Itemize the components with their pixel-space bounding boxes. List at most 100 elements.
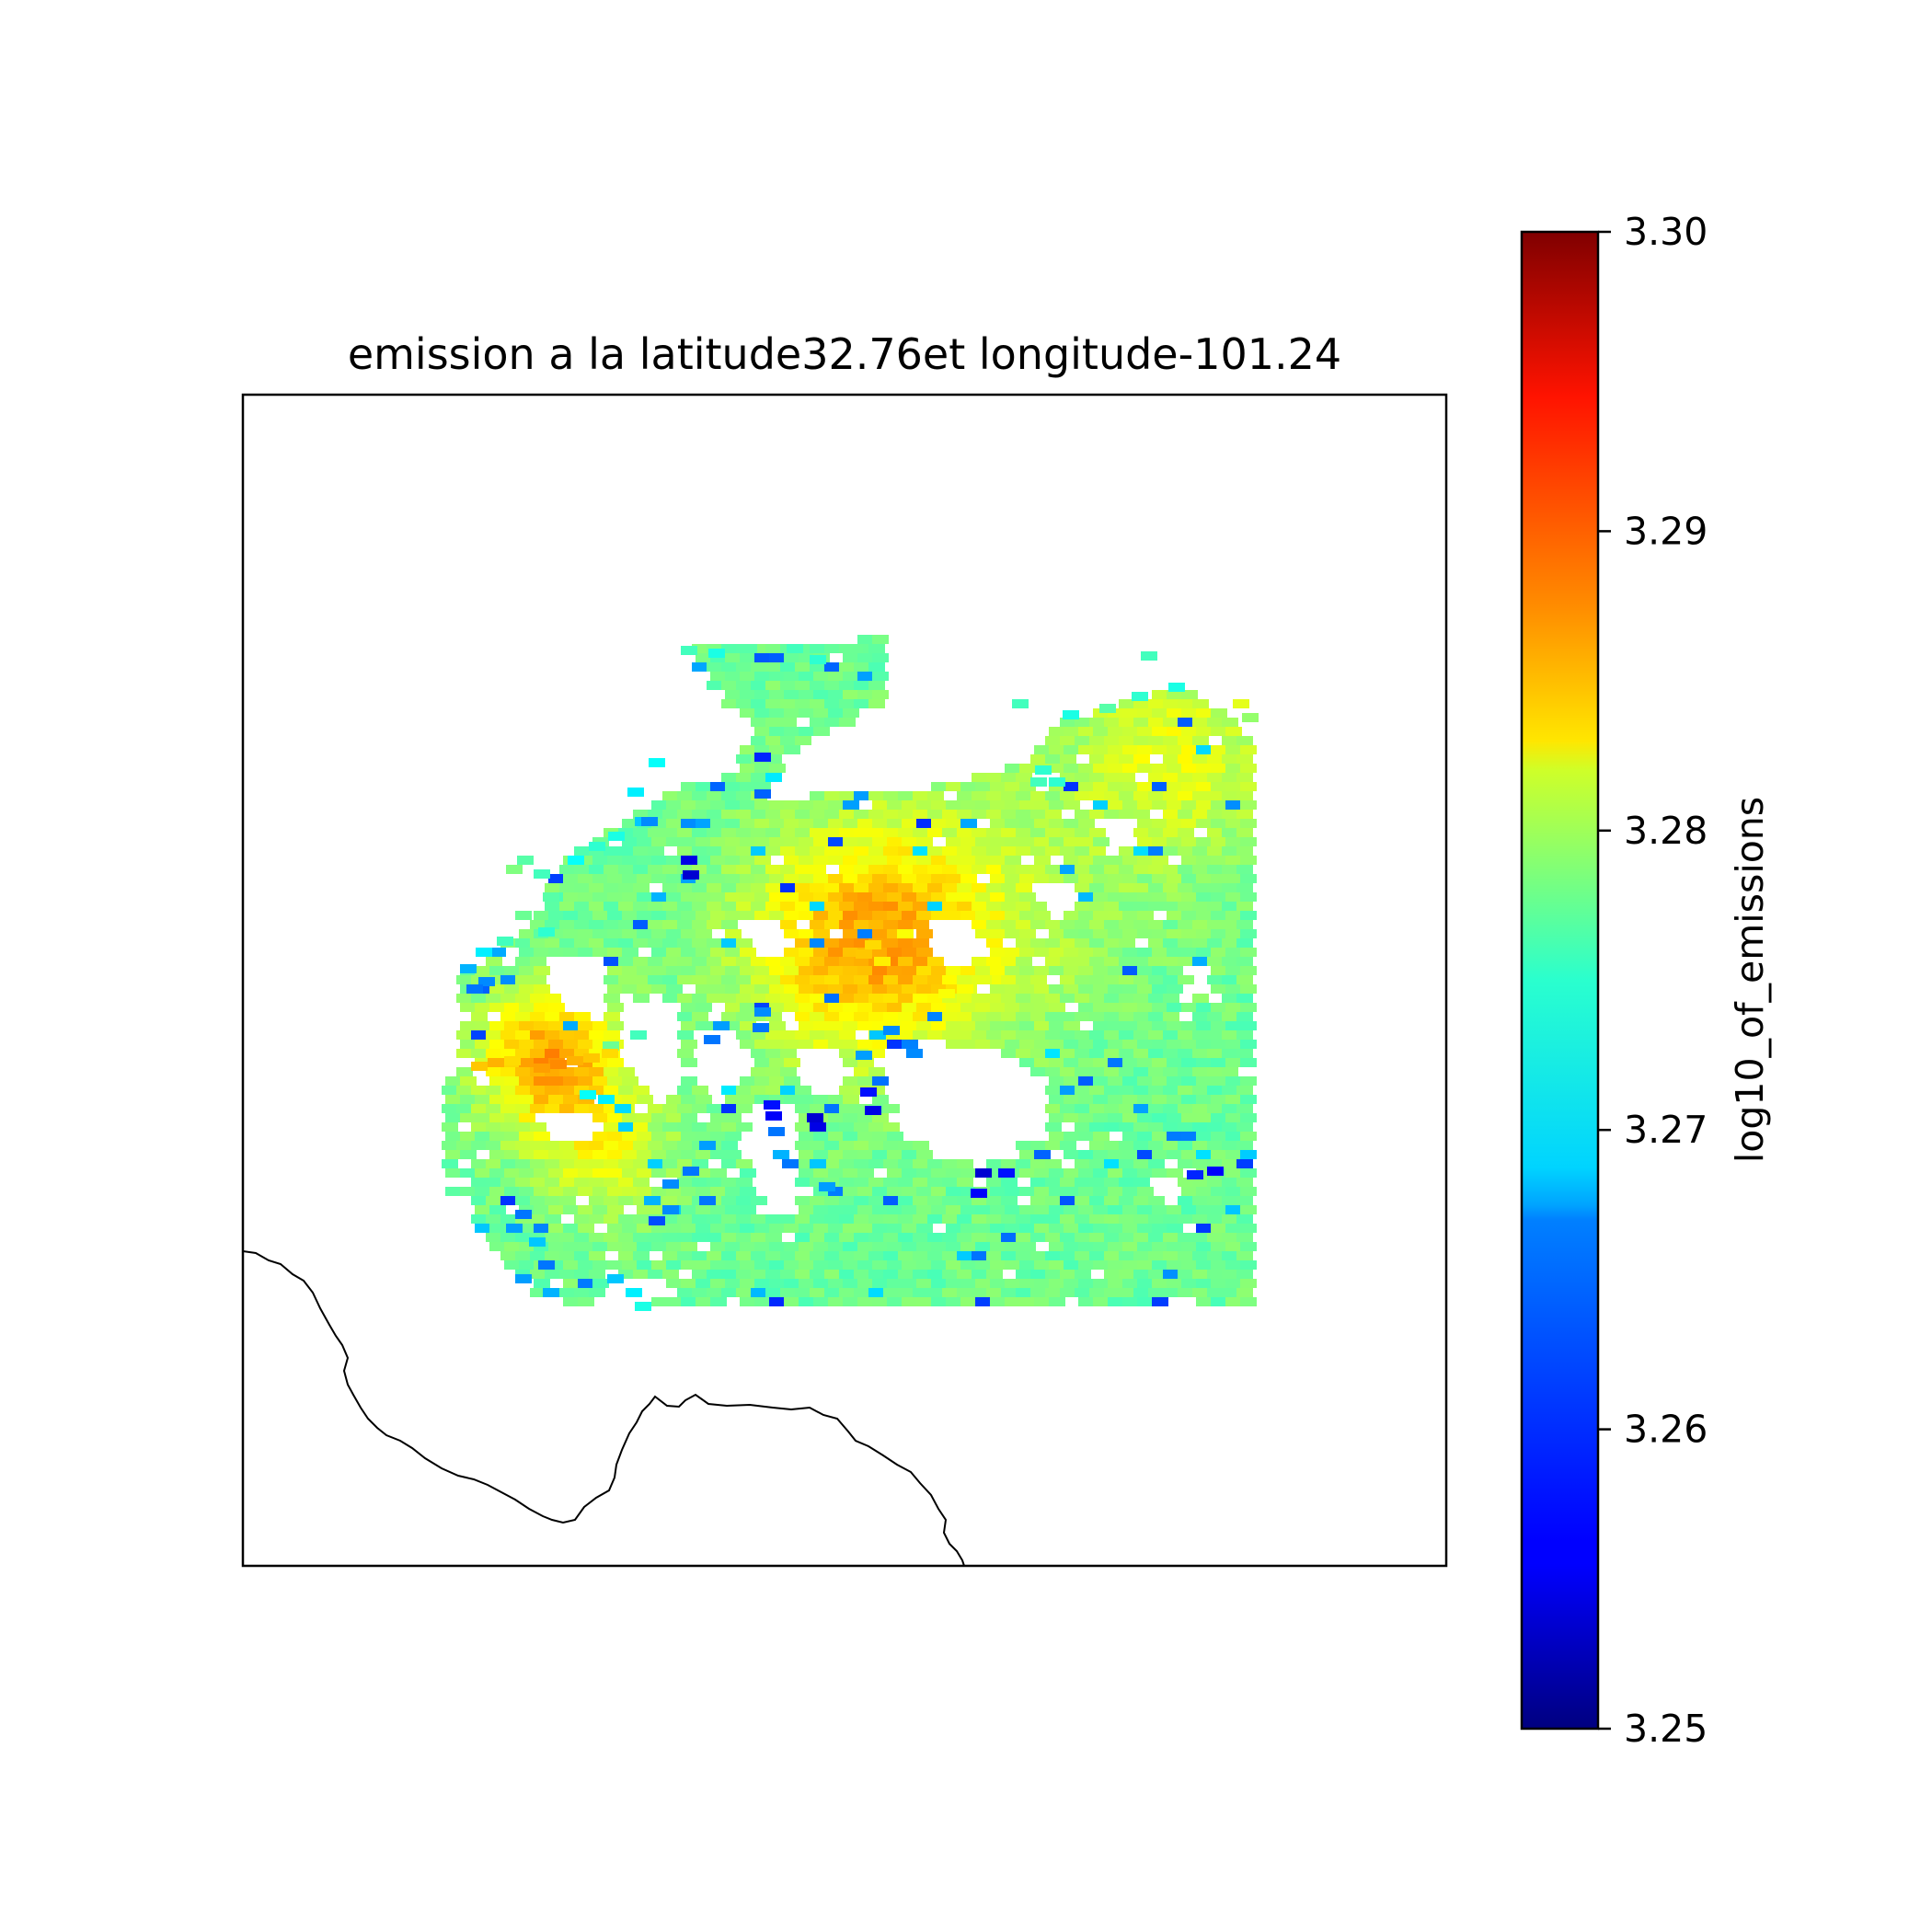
- emission-cell: [1225, 1095, 1242, 1104]
- emission-cell: [898, 975, 914, 984]
- emission-cell: [1119, 1049, 1135, 1058]
- emission-cell: [713, 1021, 730, 1030]
- emission-cell: [1122, 745, 1139, 754]
- emission-cell: [471, 1062, 488, 1071]
- emission-cell: [868, 1196, 885, 1205]
- emission-cell: [1049, 1187, 1065, 1196]
- emission-cell: [799, 1297, 815, 1306]
- emission-cell: [515, 1210, 532, 1219]
- emission-cell: [898, 1233, 914, 1242]
- emission-cell: [707, 920, 723, 929]
- emission-cell: [1137, 745, 1154, 754]
- emission-cell: [990, 800, 1006, 810]
- emission-cell: [1222, 1122, 1238, 1132]
- emission-cell: [754, 782, 771, 791]
- emission-cell: [677, 1196, 694, 1205]
- emission-cell: [1211, 727, 1227, 736]
- emission-cell: [651, 1242, 668, 1251]
- emission-cell: [868, 1141, 885, 1150]
- emission-cell: [1075, 828, 1091, 837]
- emission-cell: [843, 874, 859, 883]
- emission-cell: [1163, 773, 1179, 782]
- emission-cell: [857, 1058, 874, 1067]
- emission-cell: [721, 1270, 738, 1279]
- emission-cell: [769, 653, 786, 662]
- emission-cell: [1152, 764, 1168, 773]
- emission-cell: [486, 1178, 502, 1187]
- emission-cell: [1236, 1086, 1253, 1095]
- emission-cell: [795, 1288, 811, 1297]
- emission-cell: [1137, 911, 1154, 920]
- emission-cell: [902, 1187, 918, 1196]
- emission-cell: [460, 1003, 477, 1012]
- emission-cell: [574, 1049, 591, 1058]
- emission-cell: [927, 865, 944, 874]
- emission-cell: [489, 1003, 506, 1012]
- emission-cell: [1236, 883, 1253, 892]
- emission-cell: [839, 1159, 856, 1168]
- emission-cell: [607, 1058, 624, 1067]
- emission-cell: [1167, 911, 1183, 920]
- emission-cell: [916, 1150, 933, 1159]
- emission-cell: [1078, 1260, 1095, 1270]
- emission-cell: [500, 975, 517, 984]
- emission-cell: [1001, 1178, 1018, 1187]
- emission-cell: [1225, 892, 1242, 902]
- emission-cell: [1093, 1132, 1110, 1141]
- emission-cell: [839, 1233, 856, 1242]
- emission-cell: [828, 984, 845, 994]
- emission-cell: [887, 1168, 903, 1178]
- emission-cell: [563, 1150, 580, 1159]
- emission-cell: [1104, 883, 1121, 892]
- emission-cell: [769, 708, 786, 718]
- emission-cell: [857, 1040, 874, 1049]
- emission-cell: [990, 1205, 1006, 1214]
- emission-cell: [1122, 708, 1139, 718]
- emission-cell: [1049, 874, 1065, 883]
- emission-cell: [780, 681, 797, 690]
- emission-cell: [810, 865, 826, 874]
- emission-cell: [1163, 846, 1179, 856]
- emission-cell: [736, 754, 753, 764]
- emission-cell: [721, 1086, 738, 1095]
- emission-cell: [486, 1233, 502, 1242]
- emission-cell: [986, 994, 1003, 1003]
- emission-cell: [1211, 1113, 1227, 1122]
- emission-cell: [860, 1087, 877, 1097]
- emission-cell: [857, 1168, 874, 1178]
- emission-cell: [633, 975, 650, 984]
- emission-cell: [824, 1196, 841, 1205]
- emission-cell: [545, 1214, 561, 1224]
- emission-cell: [563, 1260, 580, 1270]
- emission-cell: [957, 828, 973, 837]
- emission-cell: [868, 902, 885, 911]
- emission-cell: [736, 1233, 753, 1242]
- emission-cell: [666, 1297, 683, 1306]
- emission-cell: [957, 883, 973, 892]
- emission-cell: [946, 1205, 962, 1214]
- emission-cell: [500, 1251, 517, 1260]
- emission-cell: [769, 764, 786, 773]
- emission-cell: [548, 1168, 565, 1178]
- emission-cell: [574, 1141, 591, 1150]
- emission-cell: [515, 1159, 532, 1168]
- emission-cell: [857, 1297, 874, 1306]
- emission-cell: [1163, 1086, 1179, 1095]
- emission-cell: [1108, 745, 1124, 754]
- emission-cell: [607, 1003, 624, 1012]
- emission-cell: [725, 800, 742, 810]
- emission-cell: [986, 1159, 1003, 1168]
- emission-cell: [1196, 819, 1213, 828]
- emission-cell: [1089, 883, 1106, 892]
- emission-cell: [1133, 1178, 1150, 1187]
- emission-cell: [1152, 1095, 1168, 1104]
- emission-cell: [1133, 1251, 1150, 1260]
- emission-cell: [1207, 1233, 1224, 1242]
- emission-cell: [1141, 651, 1157, 661]
- emission-cell: [563, 1095, 580, 1104]
- emission-cell: [957, 1196, 973, 1205]
- emission-cell: [500, 1196, 517, 1205]
- emission-cell: [692, 1214, 708, 1224]
- emission-cell: [604, 1030, 620, 1040]
- emission-cell: [916, 1187, 933, 1196]
